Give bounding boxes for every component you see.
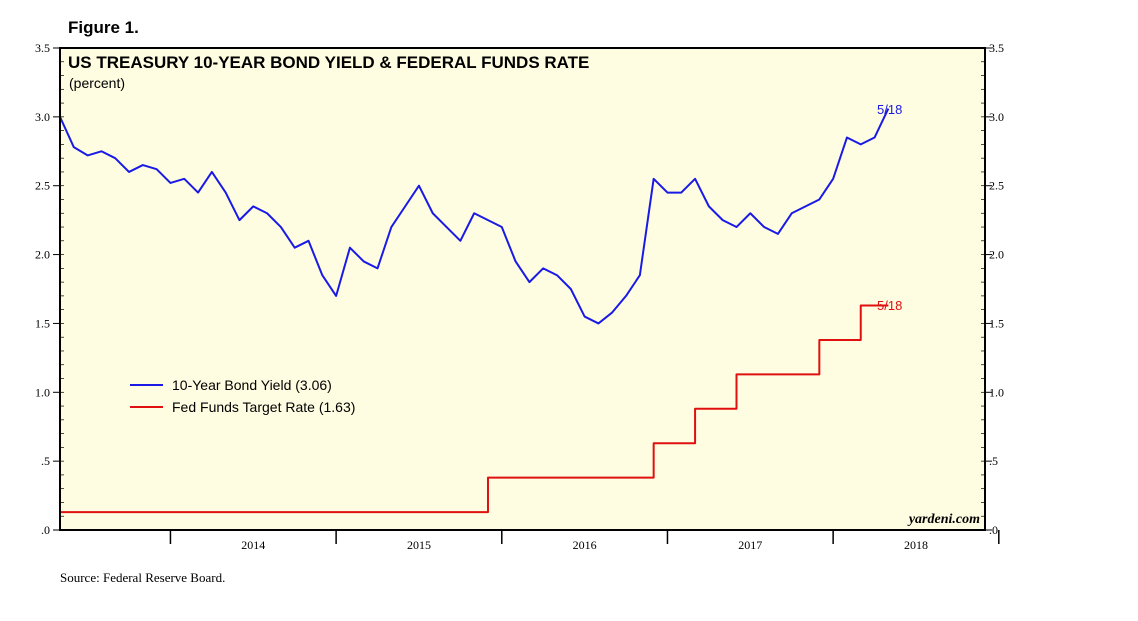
y-tick-label-left: 1.0 — [35, 385, 50, 399]
y-tick-label-right: 2.5 — [989, 179, 1004, 193]
y-axis-ticks: .0 .0 .5 .5 1.0 1.0 1.5 1.5 2.0 2.0 2.5 2.5 3.0 3.0 3.… — [35, 41, 1004, 537]
chart-title: US TREASURY 10-YEAR BOND YIELD & FEDERAL… — [68, 53, 589, 72]
series-line-1 — [60, 304, 889, 514]
y-tick-label-left: 3.5 — [35, 41, 50, 55]
watermark: yardeni.com — [907, 512, 980, 527]
y-tick-label-right: .5 — [989, 454, 998, 468]
x-tick-label: 2017 — [738, 538, 762, 552]
y-tick-label-left: 2.0 — [35, 248, 50, 262]
x-tick-label: 2014 — [241, 538, 265, 552]
plot-background — [60, 48, 985, 530]
fed-end-label: 5/18 — [877, 298, 902, 313]
figure-label: Figure 1. — [68, 18, 139, 37]
chart-subtitle: (percent) — [69, 75, 125, 91]
x-tick-label: 2016 — [573, 538, 597, 552]
y-tick-label-right: 2.0 — [989, 248, 1004, 262]
x-tick-label: 2018 — [904, 538, 928, 552]
legend-fed-label: Fed Funds Target Rate (1.63) — [172, 399, 355, 415]
y-tick-label-right: 1.0 — [989, 385, 1004, 399]
legend-bond-label: 10-Year Bond Yield (3.06) — [172, 377, 332, 393]
plot-frame — [59, 47, 986, 531]
source-note: Source: Federal Reserve Board. — [60, 570, 225, 585]
y-tick-label-right: 3.0 — [989, 110, 1004, 124]
y-tick-label-left: 3.0 — [35, 110, 50, 124]
y-tick-label-left: .0 — [41, 523, 50, 537]
x-axis-ticks: 2014 2015 2016 2017 2018 — [169, 530, 1000, 552]
y-tick-label-right: 3.5 — [989, 41, 1004, 55]
x-tick-label: 2015 — [407, 538, 431, 552]
y-tick-label-left: 1.5 — [35, 316, 50, 330]
legend: 10-Year Bond Yield (3.06) Fed Funds Targ… — [130, 377, 355, 415]
y-tick-label-left: .5 — [41, 454, 50, 468]
series-layer — [59, 108, 890, 514]
y-tick-label-right: 1.5 — [989, 316, 1004, 330]
y-tick-label-right: .0 — [989, 523, 998, 537]
y-tick-label-left: 2.5 — [35, 179, 50, 193]
bond-end-label: 5/18 — [877, 102, 902, 117]
